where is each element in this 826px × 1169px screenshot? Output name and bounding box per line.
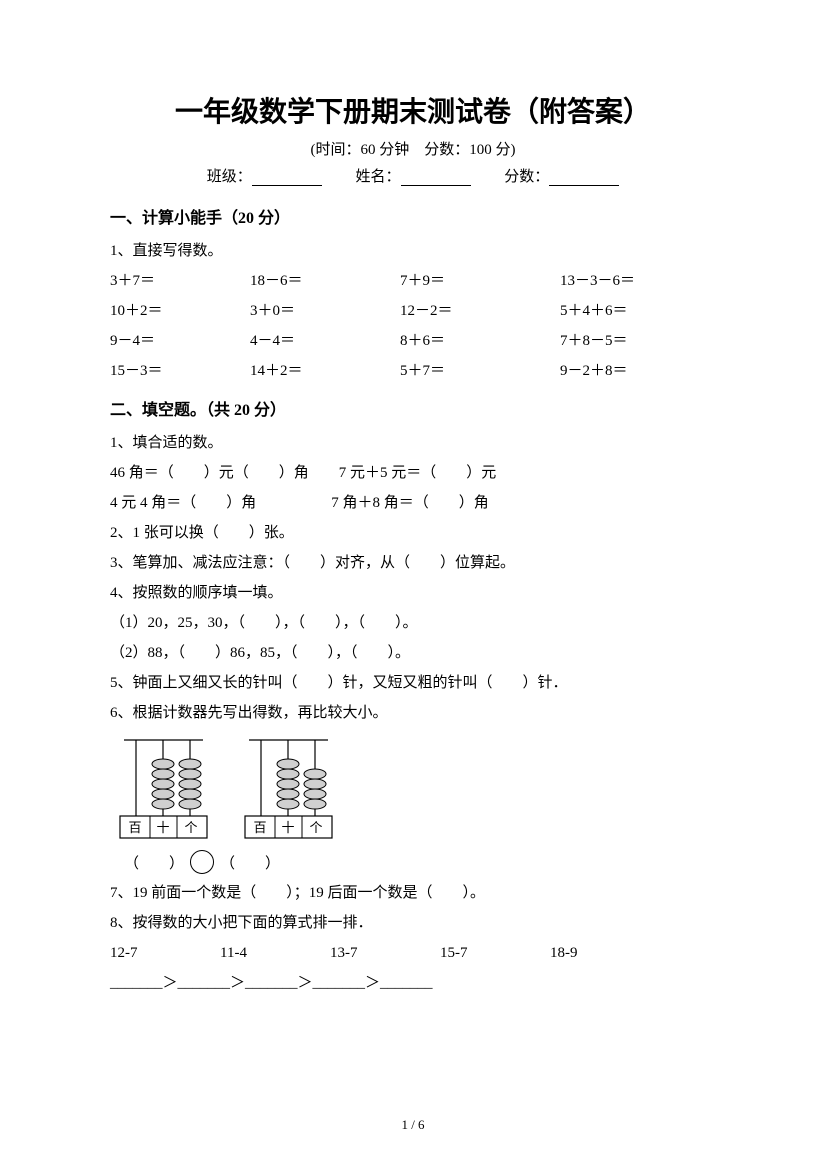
compare-circle-icon bbox=[190, 850, 214, 874]
compare-right: （ ） bbox=[220, 852, 280, 873]
q2-1-line1: 46 角＝（ ）元（ ）角 7 元＋5 元＝（ ）元 bbox=[110, 458, 716, 488]
calc-cell: 5＋4＋6＝ bbox=[560, 296, 720, 326]
compare-row: （ ） （ ） bbox=[124, 850, 716, 874]
calc-cell: 12－2＝ bbox=[400, 296, 560, 326]
class-blank[interactable] bbox=[252, 171, 322, 186]
section2-heading: 二、填空题。（共 20 分） bbox=[110, 396, 716, 420]
calc-cell: 3＋7＝ bbox=[110, 266, 250, 296]
name-label: 姓名： bbox=[355, 169, 400, 185]
abacus-label-ten: 十 bbox=[281, 820, 294, 835]
calc-cell: 9－2＋8＝ bbox=[560, 356, 720, 386]
q2-1-line2: 4 元 4 角＝（ ）角 7 角＋8 角＝（ ）角 bbox=[110, 488, 716, 518]
page-footer: 1 / 6 bbox=[0, 1117, 826, 1133]
info-line: 班级： 姓名： 分数： bbox=[110, 165, 716, 186]
compare-left: （ ） bbox=[124, 852, 184, 873]
rank-item: 18-9 bbox=[550, 938, 660, 968]
abacus-right: 百 十 个 bbox=[241, 734, 336, 844]
rank-blanks: _______＞_______＞_______＞_______＞_______ bbox=[110, 968, 716, 998]
calc-cell: 7＋9＝ bbox=[400, 266, 560, 296]
rank-item: 12-7 bbox=[110, 938, 220, 968]
calc-cell: 5＋7＝ bbox=[400, 356, 560, 386]
score-label: 分数： bbox=[504, 169, 549, 185]
q2-4-label: 4、按照数的顺序填一填。 bbox=[110, 578, 716, 608]
calc-cell: 8＋6＝ bbox=[400, 326, 560, 356]
q2-6-label: 6、根据计数器先写出得数，再比较大小。 bbox=[110, 698, 716, 728]
q2-1-label: 1、填合适的数。 bbox=[110, 428, 716, 458]
rank-item: 13-7 bbox=[330, 938, 440, 968]
q2-8-label: 8、按得数的大小把下面的算式排一排． bbox=[110, 908, 716, 938]
calc-cell: 10＋2＝ bbox=[110, 296, 250, 326]
q1-1-label: 1、直接写得数。 bbox=[110, 236, 716, 266]
calc-cell: 9－4＝ bbox=[110, 326, 250, 356]
abacus-label-hundred: 百 bbox=[128, 820, 141, 835]
section1-heading: 一、计算小能手（20 分） bbox=[110, 204, 716, 228]
q2-5: 5、钟面上又细又长的针叫（ ）针，又短又粗的针叫（ ）针． bbox=[110, 668, 716, 698]
q2-2: 2、1 张可以换（ ）张。 bbox=[110, 518, 716, 548]
abacus-left: 百 十 个 bbox=[116, 734, 211, 844]
rank-item: 11-4 bbox=[220, 938, 330, 968]
calc-cell: 15－3＝ bbox=[110, 356, 250, 386]
abacus-label-one: 个 bbox=[184, 820, 197, 835]
subtitle: (时间：60 分钟 分数：100 分) bbox=[110, 138, 716, 159]
class-label: 班级： bbox=[207, 169, 252, 185]
score-blank[interactable] bbox=[549, 171, 619, 186]
abacus-row: 百 十 个 百 十 个 bbox=[116, 734, 716, 844]
calc-cell: 14＋2＝ bbox=[250, 356, 400, 386]
calc-cell: 7＋8－5＝ bbox=[560, 326, 720, 356]
q2-7: 7、19 前面一个数是（ ）；19 后面一个数是（ ）。 bbox=[110, 878, 716, 908]
abacus-label-one: 个 bbox=[309, 820, 322, 835]
q2-3: 3、笔算加、减法应注意：（ ）对齐，从（ ）位算起。 bbox=[110, 548, 716, 578]
abacus-label-hundred: 百 bbox=[253, 820, 266, 835]
q2-4-line1: （1）20，25，30，（ ），（ ），（ ）。 bbox=[110, 608, 716, 638]
name-blank[interactable] bbox=[401, 171, 471, 186]
calc-grid: 3＋7＝ 18－6＝ 7＋9＝ 13－3－6＝ 10＋2＝ 3＋0＝ 12－2＝… bbox=[110, 266, 716, 386]
calc-cell: 13－3－6＝ bbox=[560, 266, 720, 296]
calc-cell: 4－4＝ bbox=[250, 326, 400, 356]
rank-grid: 12-7 11-4 13-7 15-7 18-9 bbox=[110, 938, 716, 968]
q2-4-line2: （2）88，（ ）86，85，（ ），（ ）。 bbox=[110, 638, 716, 668]
calc-cell: 3＋0＝ bbox=[250, 296, 400, 326]
calc-cell: 18－6＝ bbox=[250, 266, 400, 296]
abacus-label-ten: 十 bbox=[156, 820, 169, 835]
rank-item: 15-7 bbox=[440, 938, 550, 968]
page-title: 一年级数学下册期末测试卷（附答案） bbox=[110, 90, 716, 130]
